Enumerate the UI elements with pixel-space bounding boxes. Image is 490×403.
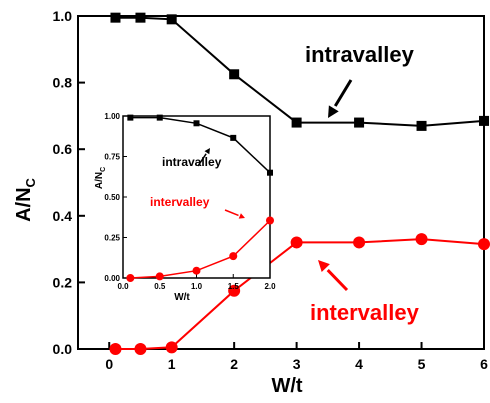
main-point-intravalley-6 <box>416 120 427 131</box>
inset-x-tick-label-2: 1.0 <box>191 282 203 291</box>
y-axis-title-main: A/N <box>13 187 35 221</box>
inset-y-axis-title-main: A/N <box>94 172 105 189</box>
arrow-intravalley <box>328 79 353 118</box>
inset-plot: 0.0 0.5 1.0 1.5 2.0 0.00 0.25 0.50 0.75 1.00 <box>104 112 276 291</box>
main-point-intervalley-0 <box>109 343 122 355</box>
y-axis-title-subscript: C <box>23 177 38 187</box>
inset-annotation-intervalley: intervalley <box>150 195 210 209</box>
inset-y-tick-label-2: 0.50 <box>104 193 120 202</box>
main-point-intravalley-4 <box>291 117 302 128</box>
main-x-tick-label-1: 1 <box>168 356 176 372</box>
main-point-intervalley-1 <box>134 343 147 355</box>
main-y-tick-label-4: 0.8 <box>53 75 73 91</box>
main-point-intervalley-6 <box>415 233 428 246</box>
inset-x-tick-label-1: 0.5 <box>154 282 166 291</box>
main-x-tick-label-6: 6 <box>480 356 488 372</box>
main-point-intravalley-7 <box>479 115 489 126</box>
main-plot: 0 1 2 3 4 5 6 0.0 0.2 0.4 0.6 0.8 1.0 <box>53 8 490 372</box>
arrow-intervalley <box>318 260 349 292</box>
arrow-intervalley-head <box>318 260 330 272</box>
main-point-intravalley-0 <box>110 12 121 23</box>
y-axis-title: A/NC <box>13 177 38 221</box>
inset-point-intervalley-4 <box>266 216 274 225</box>
inset-y-tick-label-0: 0.00 <box>104 274 120 283</box>
inset-point-intravalley-4 <box>267 169 273 176</box>
main-point-intravalley-5 <box>354 117 365 128</box>
inset-y-tick-label-4: 1.00 <box>104 112 120 121</box>
main-x-tick-label-5: 5 <box>418 356 426 372</box>
inset-point-intravalley-1 <box>156 114 163 121</box>
inset-point-intravalley-3 <box>230 134 237 141</box>
inset-point-intravalley-0 <box>127 114 134 121</box>
main-plot-frame <box>77 15 485 350</box>
main-point-intravalley-3 <box>229 69 240 80</box>
inset-point-intervalley-1 <box>155 272 164 281</box>
main-point-intravalley-2 <box>166 14 177 25</box>
inset-point-intravalley-2 <box>193 120 200 127</box>
inset-y-axis-title-subscript: C <box>100 167 107 172</box>
main-point-intervalley-4 <box>290 236 303 249</box>
main-y-tick-label-0: 0.0 <box>53 341 73 357</box>
annotation-intravalley: intravalley <box>305 42 415 67</box>
inset-y-tick-label-3: 0.75 <box>104 153 120 162</box>
inset-arrow-intervalley-head <box>238 213 245 219</box>
x-axis-title: W/t <box>271 375 302 397</box>
inset-arrow-intravalley <box>197 148 210 167</box>
inset-x-axis-title: W/t <box>174 292 190 303</box>
arrow-intravalley-head <box>328 105 339 118</box>
main-point-intervalley-7 <box>478 238 490 251</box>
main-y-tick-label-5: 1.0 <box>53 8 73 24</box>
inset-x-tick-label-0: 0.0 <box>117 282 129 291</box>
main-x-tick-label-2: 2 <box>230 356 238 372</box>
main-x-tick-label-4: 4 <box>355 356 363 372</box>
inset-annotation-intravalley: intravalley <box>162 155 222 169</box>
annotation-intervalley: intervalley <box>310 300 420 325</box>
main-series-line-intravalley <box>115 16 485 127</box>
arrow-intervalley-shaft <box>326 269 349 292</box>
main-x-tick-label-3: 3 <box>293 356 301 372</box>
inset-point-intervalley-2 <box>192 266 201 275</box>
inset-arrow-intravalley-head <box>204 148 210 155</box>
inset-point-intervalley-3 <box>229 252 238 261</box>
inset-y-axis-title: A/NC <box>94 167 107 189</box>
inset-arrow-intravalley-shaft <box>197 153 207 167</box>
inset-point-intervalley-0 <box>126 274 135 282</box>
main-point-intravalley-1 <box>135 12 146 23</box>
main-point-intervalley-2 <box>165 341 178 354</box>
main-y-tick-label-2: 0.4 <box>53 208 73 224</box>
main-y-tick-label-1: 0.2 <box>53 274 73 290</box>
main-x-tick-label-0: 0 <box>105 356 113 372</box>
inset-y-tick-label-1: 0.25 <box>104 234 120 243</box>
arrow-intravalley-shaft <box>333 79 353 107</box>
inset-plot-background <box>123 116 270 278</box>
inset-arrow-intervalley <box>224 209 245 219</box>
inset-x-tick-label-4: 2.0 <box>264 282 276 291</box>
main-point-intervalley-5 <box>353 236 366 249</box>
inset-arrow-intervalley-shaft <box>224 209 239 217</box>
main-point-intervalley-3 <box>228 284 241 297</box>
main-y-tick-label-3: 0.6 <box>53 141 73 157</box>
inset-x-tick-label-3: 1.5 <box>228 282 240 291</box>
